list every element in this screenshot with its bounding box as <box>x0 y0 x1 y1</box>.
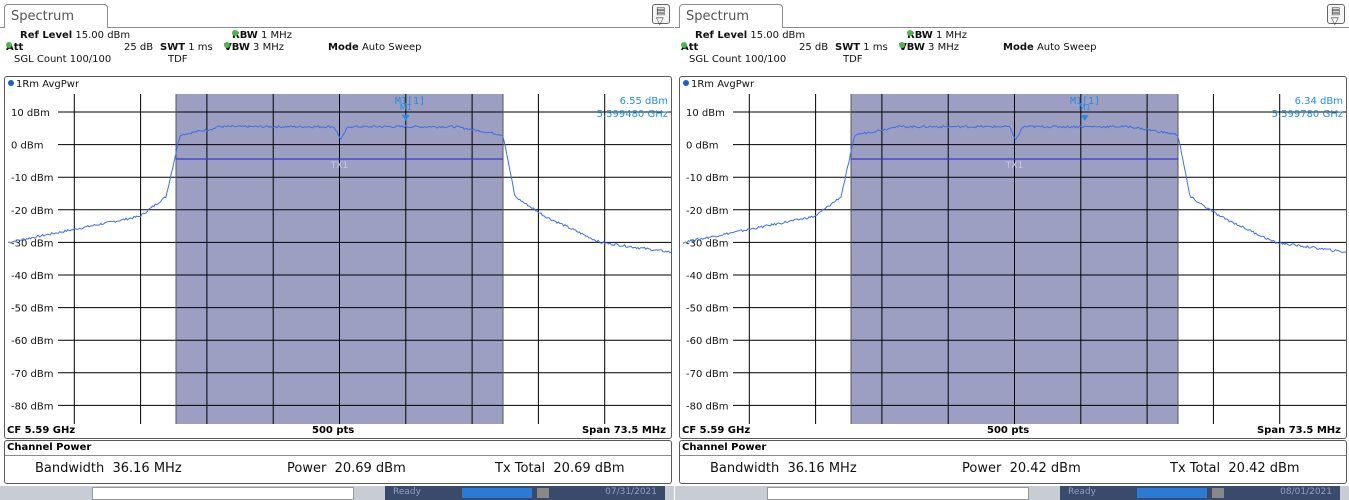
y-tick-label: -50 dBm <box>686 304 728 315</box>
spectrum-plot[interactable]: 10 dBm 0 dBm -10 dBm -20 dBm -30 dBm -40 dBm -… <box>675 0 1349 440</box>
y-tick-label: 0 dBm <box>686 141 719 152</box>
channel-power-panel: Channel Power Bandwidth 36.16 MHz Power … <box>4 440 672 484</box>
bandwidth-label: Bandwidth <box>710 461 779 476</box>
power-label: Power <box>287 461 326 476</box>
y-tick-label: 0 dBm <box>11 141 44 152</box>
y-tick-label: -70 dBm <box>11 369 53 380</box>
marker-readout-level: 6.55 dBm <box>620 96 668 107</box>
channel-tx-label: TX1 <box>330 161 348 171</box>
y-tick-label: -60 dBm <box>686 336 728 347</box>
trace-indicator-dot <box>8 80 14 86</box>
tx-total-result: Tx Total 20.42 dBm <box>1170 461 1300 476</box>
tx-total-label: Tx Total <box>495 461 545 476</box>
trace-label: 1Rm AvgPwr <box>8 79 79 91</box>
status-date: 08/01/2021 <box>1280 487 1332 497</box>
status-bar: Ready 08/01/2021 <box>675 486 1349 500</box>
ready-text: Ready <box>393 487 421 497</box>
channel-tx-label: TX1 <box>1005 161 1023 171</box>
frequency-axis-info: CF 5.59 GHz 500 pts Span 73.5 MHz <box>679 424 1347 439</box>
y-tick-label: -20 dBm <box>686 206 728 217</box>
channel-power-divider <box>5 455 671 456</box>
tx-total-label: Tx Total <box>1170 461 1220 476</box>
y-tick-label: -80 dBm <box>11 401 53 412</box>
channel-power-divider <box>680 455 1346 456</box>
y-tick-label: -60 dBm <box>11 336 53 347</box>
spectrum-screen-left: Spectrum ▤ ▽ Ref Level 15.00 dBm RBW 1 MH… <box>0 0 674 500</box>
channel-power-header: Channel Power <box>7 442 91 453</box>
marker-readout-level: 6.34 dBm <box>1295 96 1343 107</box>
channel-power-header: Channel Power <box>682 442 766 453</box>
bandwidth-result: Bandwidth 36.16 MHz <box>35 461 182 476</box>
tx-total-value: 20.42 dBm <box>1228 461 1299 476</box>
frequency-axis-info: CF 5.59 GHz 500 pts Span 73.5 MHz <box>4 424 672 439</box>
spectrum-plot[interactable]: 10 dBm 0 dBm -10 dBm -20 dBm -30 dBm -40 dBm -… <box>0 0 674 440</box>
power-result: Power 20.69 dBm <box>287 461 406 476</box>
status-message-field <box>92 487 354 500</box>
marker-readout-frequency: 5.599480 GHz <box>597 109 668 120</box>
status-date: 07/31/2021 <box>605 487 657 497</box>
y-tick-label: -70 dBm <box>686 369 728 380</box>
bandwidth-result: Bandwidth 36.16 MHz <box>710 461 857 476</box>
tx-total-value: 20.69 dBm <box>553 461 624 476</box>
status-message-field <box>767 487 1029 500</box>
y-tick-label: -10 dBm <box>11 173 53 184</box>
bandwidth-value: 36.16 MHz <box>787 461 856 476</box>
y-tick-label: -20 dBm <box>11 206 53 217</box>
sweep-points: 500 pts <box>987 425 1029 436</box>
trace-label: 1Rm AvgPwr <box>683 79 754 91</box>
progress-bar <box>1137 488 1207 498</box>
power-label: Power <box>962 461 1001 476</box>
trace-label-text: 1Rm AvgPwr <box>691 79 754 90</box>
y-tick-label: -40 dBm <box>11 271 53 282</box>
power-result: Power 20.42 dBm <box>962 461 1081 476</box>
tx-total-result: Tx Total 20.69 dBm <box>495 461 625 476</box>
y-tick-label: 10 dBm <box>11 108 50 119</box>
y-tick-label: 10 dBm <box>686 108 725 119</box>
status-icon <box>537 488 549 498</box>
sweep-points: 500 pts <box>312 425 354 436</box>
y-tick-label: -50 dBm <box>11 304 53 315</box>
bandwidth-value: 36.16 MHz <box>112 461 181 476</box>
trace-label-text: 1Rm AvgPwr <box>16 79 79 90</box>
y-tick-label: -40 dBm <box>686 271 728 282</box>
status-bar: Ready 07/31/2021 <box>0 486 674 500</box>
frequency-span: Span 73.5 MHz <box>1257 425 1341 436</box>
ready-text: Ready <box>1068 487 1096 497</box>
spectrum-screen-right: Spectrum ▤ ▽ Ref Level 15.00 dBm RBW 1 MH… <box>675 0 1349 500</box>
frequency-span: Span 73.5 MHz <box>582 425 666 436</box>
center-frequency: CF 5.59 GHz <box>682 425 750 436</box>
marker-readout-id: M1[1] <box>1070 96 1100 107</box>
marker-readout-id: M1[1] <box>395 96 425 107</box>
trace-indicator-dot <box>683 80 689 86</box>
y-tick-label: -30 dBm <box>686 238 728 249</box>
progress-bar <box>462 488 532 498</box>
power-value: 20.69 dBm <box>335 461 406 476</box>
y-tick-label: -10 dBm <box>686 173 728 184</box>
y-tick-label: -80 dBm <box>686 401 728 412</box>
bandwidth-label: Bandwidth <box>35 461 104 476</box>
status-icon <box>1212 488 1224 498</box>
center-frequency: CF 5.59 GHz <box>7 425 75 436</box>
power-value: 20.42 dBm <box>1010 461 1081 476</box>
marker-readout-frequency: 5.599780 GHz <box>1272 109 1343 120</box>
channel-power-panel: Channel Power Bandwidth 36.16 MHz Power … <box>679 440 1347 484</box>
